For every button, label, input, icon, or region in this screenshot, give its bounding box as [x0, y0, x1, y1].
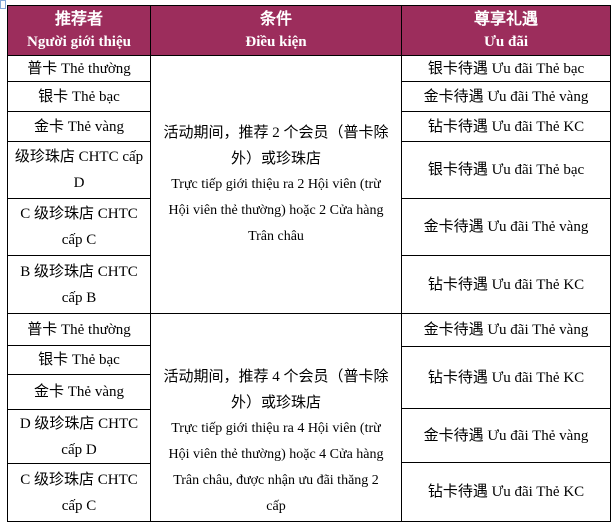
header-referrer-vi: Người giới thiệu — [27, 33, 131, 50]
benefit-cell: 钻卡待遇 Ưu đãi Thẻ KC — [402, 463, 611, 522]
referrer-cell: 金卡 Thẻ vàng — [8, 375, 151, 410]
condition-cell: 活动期间，推荐 2 个会员（普卡除 外）或珍珠店 Trực tiếp giới t… — [151, 56, 402, 314]
benefit-cell: 钻卡待遇 Ưu đãi Thẻ KC — [402, 112, 611, 142]
condition-text-zh: 活动期间，推荐 4 个会员（普卡除 外）或珍珠店 — [163, 369, 389, 411]
referrer-cell: 级珍珠店 CHTC cấp D — [8, 142, 151, 199]
column-benefit: 尊享礼遇 Ưu đãi 银卡待遇 Ưu đãi Thẻ bạc 金卡待遇 Ưu đ… — [402, 6, 611, 522]
referrer-cell: 银卡 Thẻ bạc — [8, 346, 151, 375]
condition-text-vi: Trực tiếp giới thiệu ra 2 Hội viên (trừ … — [168, 176, 384, 244]
referrer-cell: 普卡 Thẻ thường — [8, 56, 151, 82]
header-benefit-zh: 尊享礼遇 — [473, 10, 538, 28]
header-benefit: 尊享礼遇 Ưu đãi — [402, 6, 611, 56]
benefit-cell: 银卡待遇 Ưu đãi Thẻ bạc — [402, 56, 611, 82]
condition-text-zh: 活动期间，推荐 2 个会员（普卡除 外）或珍珠店 — [163, 124, 389, 167]
header-condition: 条件 Điều kiện — [151, 6, 402, 56]
referrer-cell: 普卡 Thẻ thường — [8, 314, 151, 346]
header-referrer: 推荐者 Người giới thiệu — [8, 6, 151, 56]
condition-cell: 活动期间，推荐 4 个会员（普卡除 外）或珍珠店 Trực tiếp giới t… — [151, 314, 402, 522]
referrer-cell: B 级珍珠店 CHTC cấp B — [8, 256, 151, 314]
referrer-cell: D 级珍珠店 CHTC cấp D — [8, 410, 151, 464]
benefit-cell: 金卡待遇 Ưu đãi Thẻ vàng — [402, 199, 611, 256]
benefit-cell: 钻卡待遇 Ưu đãi Thẻ KC — [402, 347, 611, 409]
benefit-cell: 金卡待遇 Ưu đãi Thẻ vàng — [402, 409, 611, 463]
header-condition-vi: Điều kiện — [245, 33, 307, 50]
referral-benefits-table: 推荐者 Người giới thiệu 普卡 Thẻ thường 银卡 Thẻ… — [7, 5, 611, 522]
header-benefit-vi: Ưu đãi — [483, 33, 529, 50]
referrer-cell: C 级珍珠店 CHTC cấp C — [8, 464, 151, 522]
referrer-cell: 银卡 Thẻ bạc — [8, 82, 151, 112]
benefit-cell: 金卡待遇 Ưu đãi Thẻ vàng — [402, 82, 611, 112]
header-referrer-zh: 推荐者 — [54, 10, 103, 28]
benefit-cell: 钻卡待遇 Ưu đãi Thẻ KC — [402, 256, 611, 314]
column-condition: 条件 Điều kiện 活动期间，推荐 2 个会员（普卡除 外）或珍珠店 Trự… — [151, 6, 402, 522]
benefit-cell: 金卡待遇 Ưu đãi Thẻ vàng — [402, 314, 611, 347]
condition-text-vi: Trực tiếp giới thiệu ra 4 Hội viên (trừ … — [168, 421, 384, 514]
benefit-cell: 银卡待遇 Ưu đãi Thẻ bạc — [402, 142, 611, 199]
referrer-cell: 金卡 Thẻ vàng — [8, 112, 151, 142]
header-condition-zh: 条件 — [259, 10, 292, 28]
referrer-cell: C 级珍珠店 CHTC cấp C — [8, 199, 151, 256]
image-placeholder-icon — [0, 0, 6, 9]
column-referrer: 推荐者 Người giới thiệu 普卡 Thẻ thường 银卡 Thẻ… — [8, 6, 151, 522]
